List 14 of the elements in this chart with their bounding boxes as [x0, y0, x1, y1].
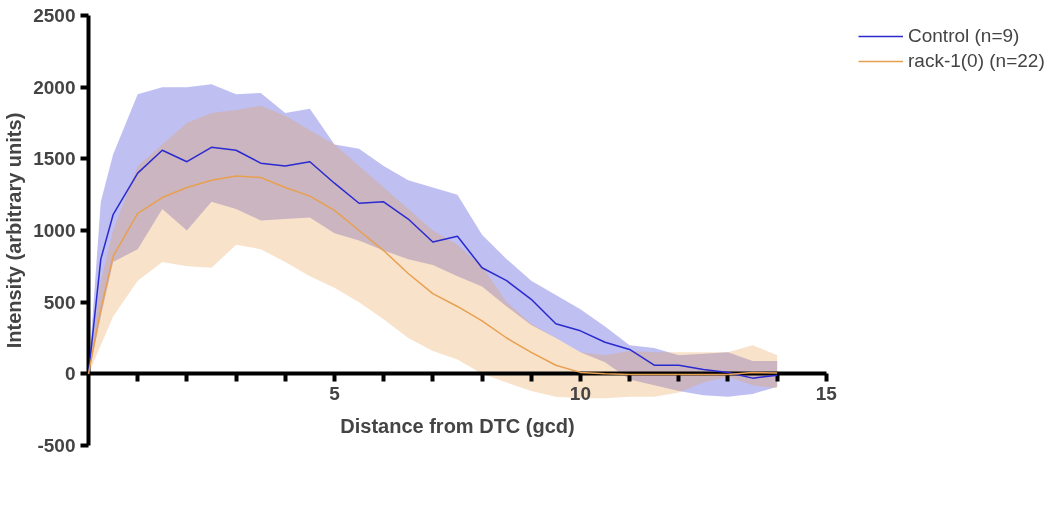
x-axis-title: Distance from DTC (gcd): [340, 414, 575, 437]
y-tick-label: 1500: [33, 148, 76, 170]
y-tick-label: 2000: [33, 76, 76, 98]
y-tick-label: -500: [37, 435, 76, 456]
x-tick-label: 5: [329, 382, 341, 404]
x-tick-label: 10: [569, 382, 591, 404]
legend-label: rack-1(0) (n=22): [908, 50, 1045, 72]
legend-label: Control (n=9): [908, 25, 1020, 47]
y-tick-label: 1000: [33, 220, 76, 241]
y-tick-label: 0: [64, 363, 76, 385]
y-axis-title: Intensity (arbitrary units): [3, 112, 26, 349]
x-tick-label: 15: [815, 382, 838, 404]
y-tick-label: 500: [43, 291, 76, 313]
y-tick-label: 2500: [33, 5, 76, 26]
